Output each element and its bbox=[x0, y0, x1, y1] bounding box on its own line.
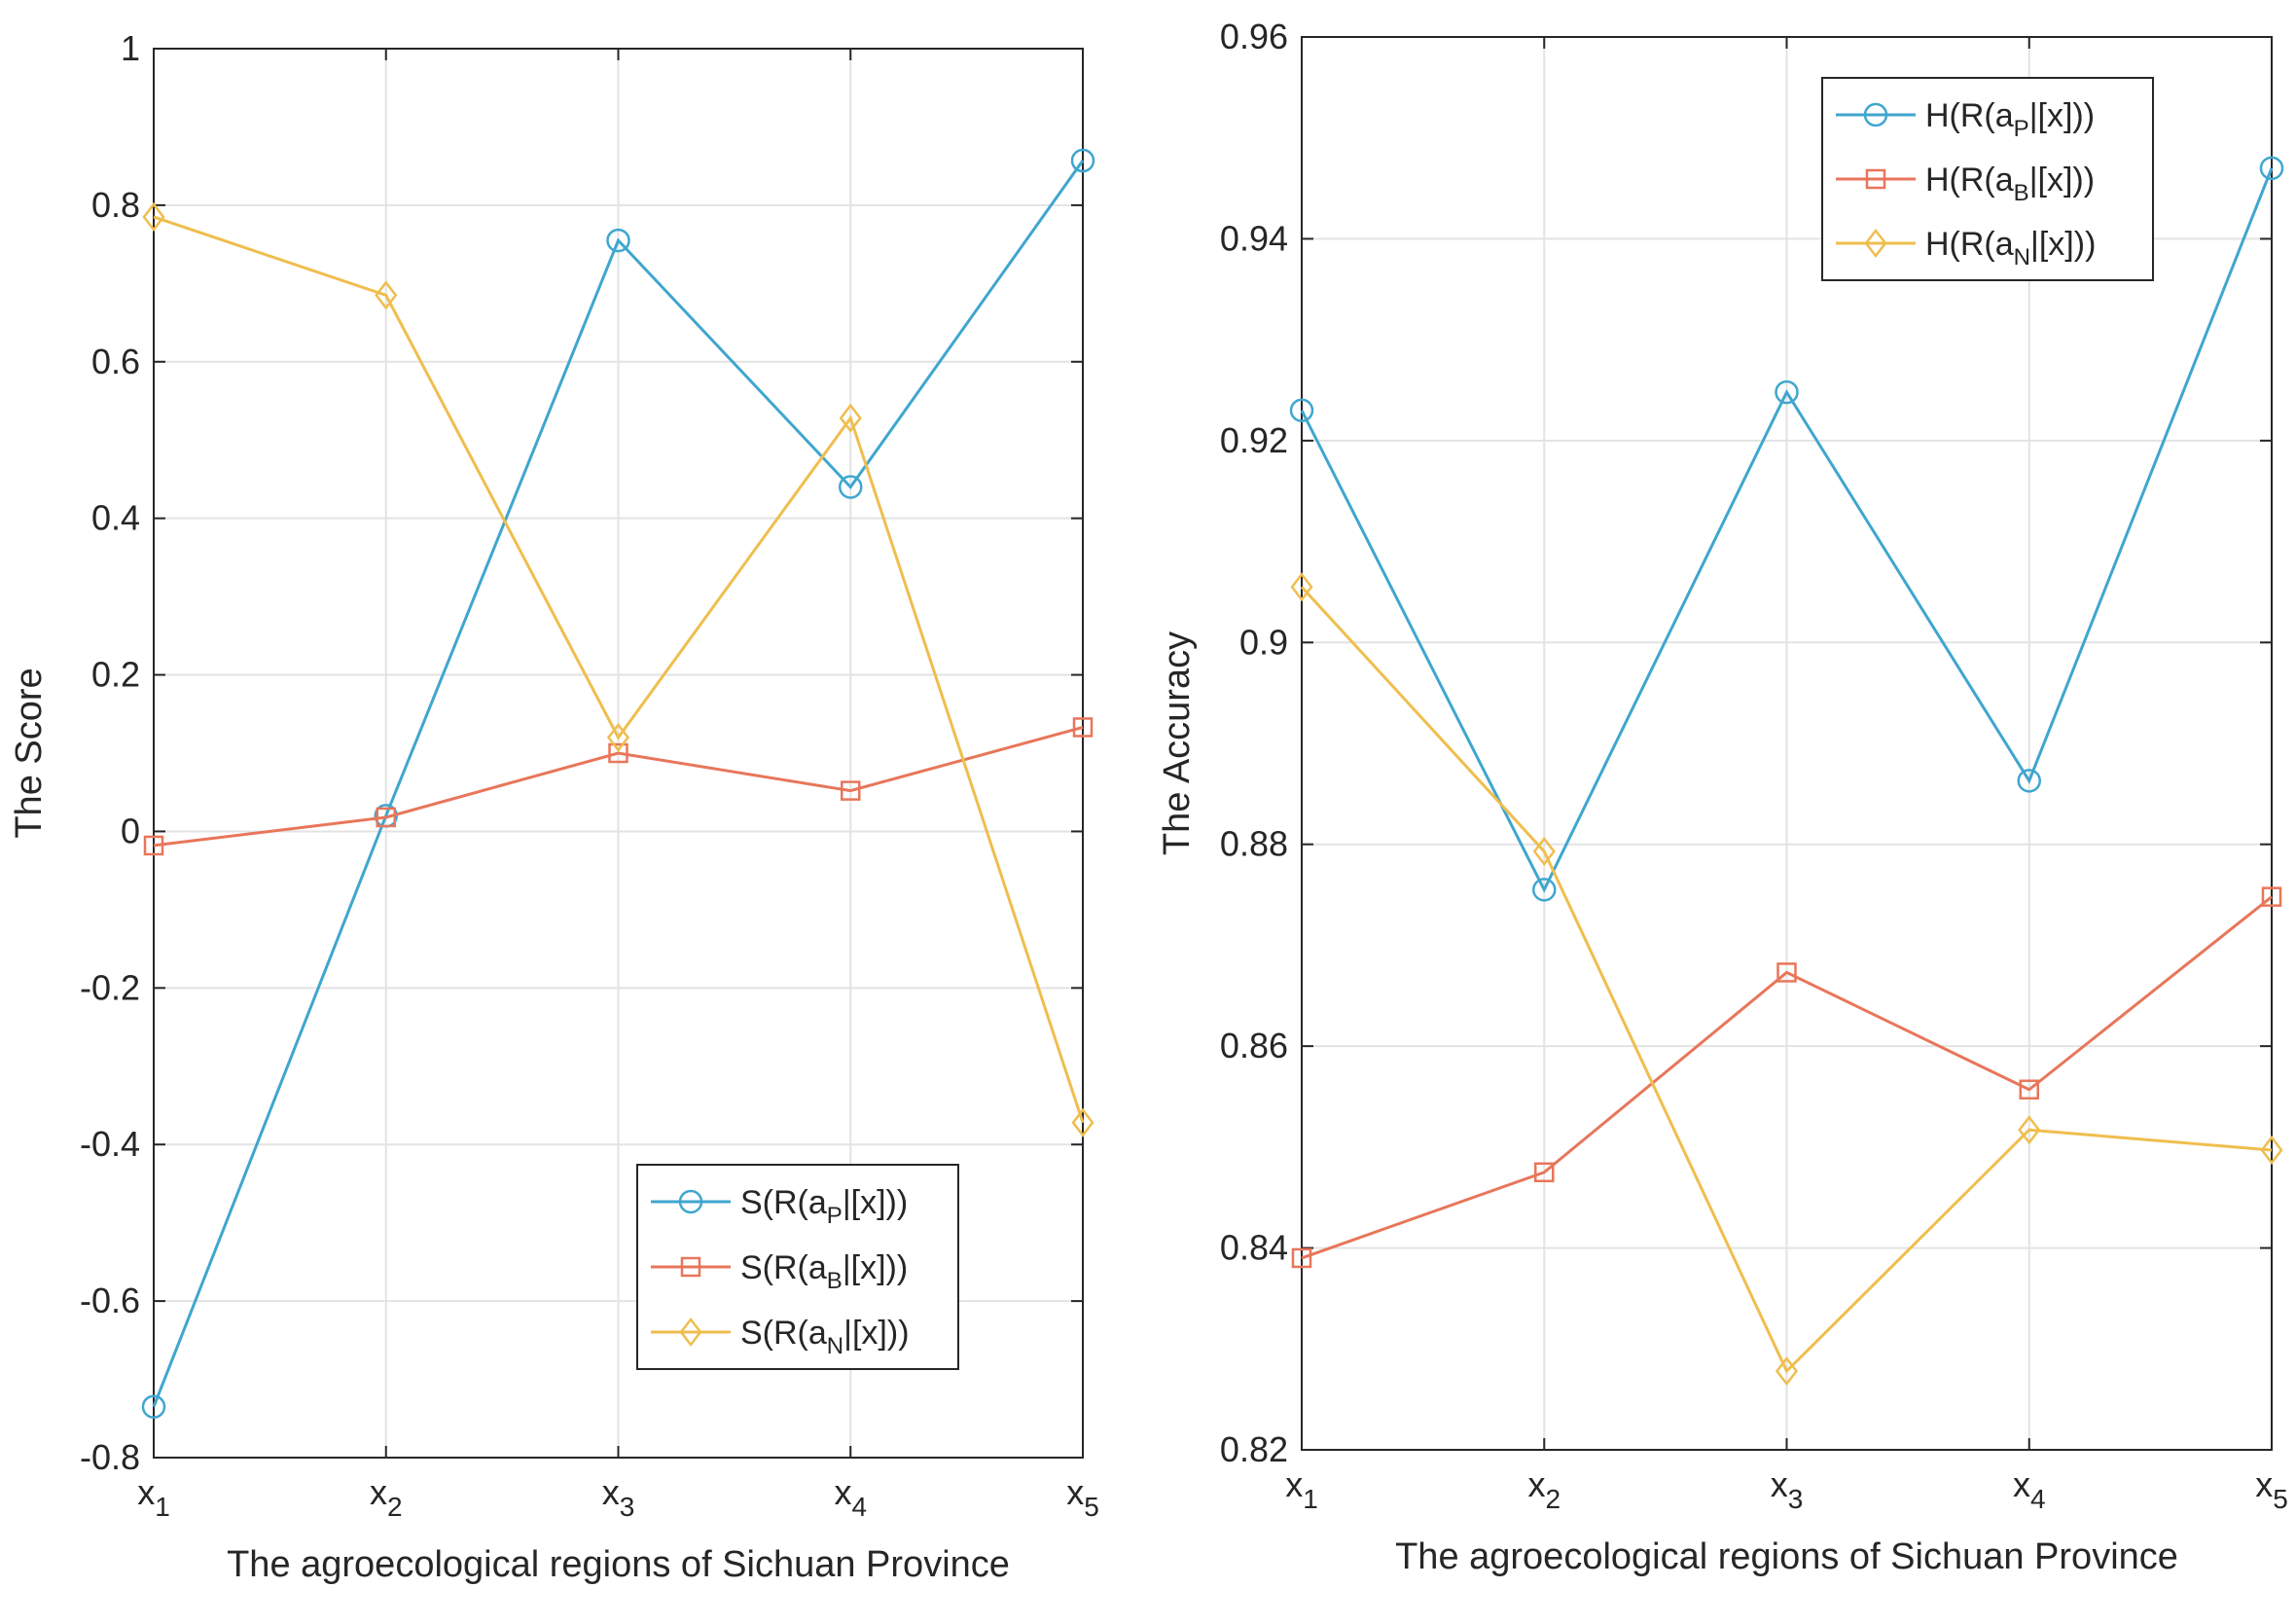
data-point bbox=[1532, 836, 1556, 867]
data-point bbox=[1289, 398, 1314, 422]
legend-label: H(R(aN|[x])) bbox=[1925, 226, 2096, 271]
chart-1: 1 0.8 0.6 0.4 0.2 0 -0.2 -0.4 -0.6 -0.8x1 x2 x3 x4 x5… bbox=[9, 28, 1099, 1585]
y-tick-label: 0.84 bbox=[1220, 1228, 1288, 1268]
series-line bbox=[153, 726, 1084, 848]
x-tick-label: x5 bbox=[2255, 1464, 2288, 1514]
data-point bbox=[375, 280, 398, 310]
x-tick-label: x4 bbox=[2013, 1464, 2046, 1514]
y-tick-label: -0.6 bbox=[80, 1281, 140, 1320]
legend-label: S(R(aP|[x])) bbox=[740, 1184, 908, 1229]
x-tick-label: x3 bbox=[1771, 1464, 1804, 1514]
series-square bbox=[143, 717, 1094, 856]
data-point bbox=[2017, 769, 2041, 793]
y-tick-label: -0.4 bbox=[80, 1124, 140, 1164]
data-point bbox=[1776, 962, 1797, 983]
y-tick-label: 0.94 bbox=[1220, 218, 1288, 258]
y-axis-label: The Score bbox=[9, 668, 50, 838]
legend: H(R(aP|[x])) H(R(aB|[x])) H(R(aN|[x])) bbox=[1821, 77, 2154, 281]
legend-label: H(R(aB|[x])) bbox=[1925, 162, 2095, 206]
series-circle bbox=[1289, 156, 2284, 902]
data-point bbox=[141, 1394, 166, 1419]
data-point bbox=[606, 722, 630, 752]
y-tick-label: 0 bbox=[121, 811, 140, 850]
data-point bbox=[1072, 717, 1094, 738]
x-axis-label: The agroecological regions of Sichuan Pr… bbox=[1395, 1536, 2178, 1577]
y-tick-label: 0.2 bbox=[91, 655, 140, 695]
legend-marker bbox=[680, 1256, 701, 1278]
y-tick-label: 0.82 bbox=[1220, 1429, 1288, 1469]
legend-label: S(R(aB|[x])) bbox=[740, 1249, 908, 1294]
data-point bbox=[606, 228, 630, 253]
x-tick-label: x1 bbox=[137, 1472, 170, 1522]
series-line bbox=[1300, 586, 2273, 1374]
series-line bbox=[152, 160, 1085, 1408]
data-point bbox=[841, 780, 861, 801]
y-axis-label: The Accuracy bbox=[1157, 632, 1198, 855]
x-tick-label: x2 bbox=[1527, 1464, 1561, 1514]
data-point bbox=[2260, 1135, 2283, 1166]
data-point bbox=[1291, 1247, 1312, 1269]
data-point bbox=[1532, 878, 1557, 902]
y-tick-label: 0.4 bbox=[91, 498, 140, 538]
series-diamond bbox=[142, 201, 1094, 1137]
series-square bbox=[1291, 886, 2282, 1269]
y-tick-label: 0.96 bbox=[1220, 17, 1288, 56]
data-point bbox=[1070, 148, 1095, 173]
y-tick-label: -0.2 bbox=[80, 967, 140, 1007]
y-tick-label: 0.86 bbox=[1220, 1026, 1288, 1065]
legend-marker bbox=[679, 1317, 702, 1348]
x-tick-label: x1 bbox=[1285, 1464, 1318, 1514]
data-point bbox=[839, 475, 863, 499]
data-point bbox=[2018, 1115, 2041, 1145]
data-point bbox=[1290, 572, 1313, 602]
legend-marker bbox=[1863, 102, 1888, 127]
y-tick-label: 0.92 bbox=[1220, 420, 1288, 460]
legend-label: S(R(aN|[x])) bbox=[740, 1315, 910, 1359]
data-point bbox=[839, 403, 862, 433]
x-tick-label: x5 bbox=[1066, 1472, 1099, 1522]
legend-marker bbox=[1865, 168, 1886, 190]
x-axis-label: The agroecological regions of Sichuan Pr… bbox=[227, 1544, 1010, 1585]
series-diamond bbox=[1290, 572, 2283, 1387]
data-point bbox=[608, 742, 628, 764]
series-line bbox=[1300, 167, 2274, 893]
series-line bbox=[1301, 895, 2273, 1260]
legend-marker bbox=[678, 1189, 703, 1214]
data-point bbox=[376, 807, 396, 828]
y-tick-label: 0.8 bbox=[91, 185, 140, 225]
data-point bbox=[1071, 1107, 1094, 1137]
y-tick-label: 1 bbox=[121, 28, 140, 68]
data-point bbox=[2259, 156, 2284, 181]
legend: S(R(aP|[x])) S(R(aB|[x])) S(R(aN|[x])) bbox=[636, 1164, 959, 1370]
data-point bbox=[1775, 1356, 1799, 1387]
y-tick-label: 0.88 bbox=[1220, 824, 1288, 864]
data-point bbox=[143, 835, 164, 856]
x-tick-label: x4 bbox=[834, 1472, 867, 1522]
legend-label: H(R(aP|[x])) bbox=[1925, 97, 2095, 142]
data-point bbox=[142, 201, 165, 233]
y-tick-label: -0.8 bbox=[80, 1437, 140, 1477]
legend-marker bbox=[1864, 228, 1887, 259]
data-point bbox=[2261, 886, 2282, 907]
x-tick-label: x3 bbox=[602, 1472, 635, 1522]
y-tick-label: 0.9 bbox=[1239, 622, 1288, 662]
data-point bbox=[2019, 1079, 2039, 1100]
series-line bbox=[153, 215, 1085, 1124]
data-point bbox=[1775, 379, 1799, 405]
x-tick-label: x2 bbox=[370, 1472, 403, 1522]
y-tick-label: 0.6 bbox=[91, 342, 140, 381]
data-point bbox=[1534, 1162, 1555, 1183]
